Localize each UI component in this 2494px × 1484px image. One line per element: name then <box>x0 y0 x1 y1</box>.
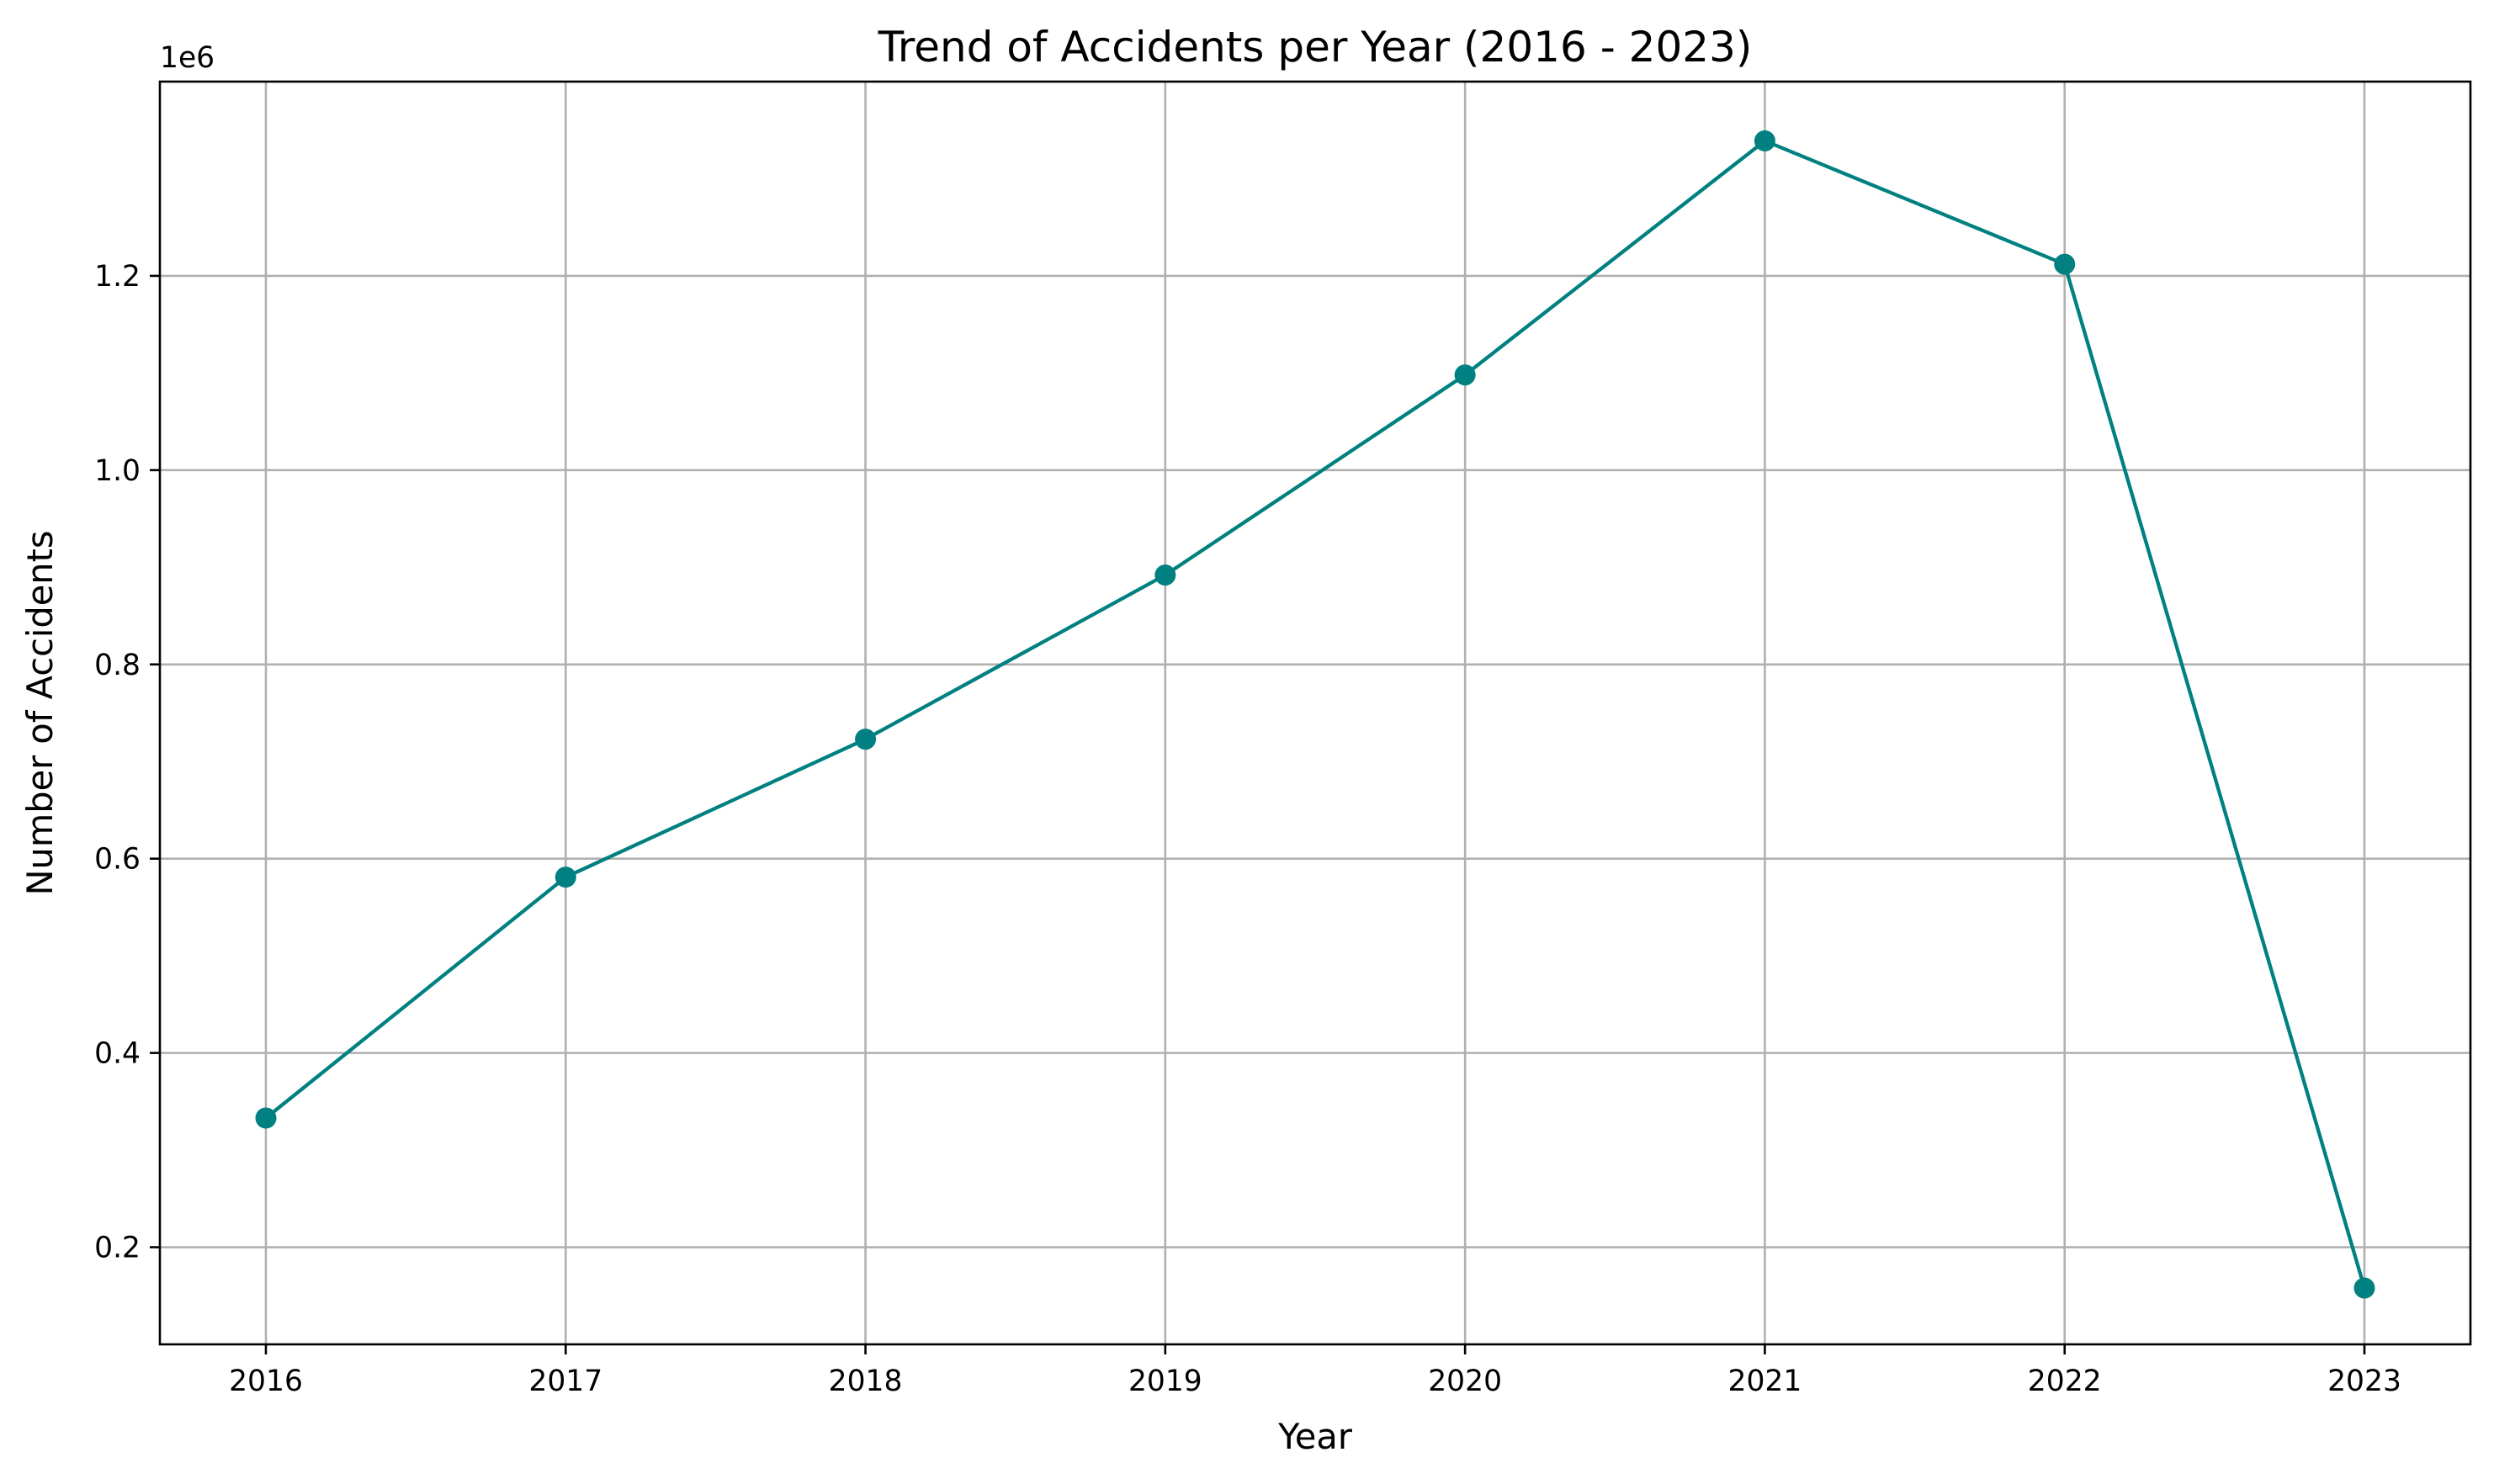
x-axis-label: Year <box>1277 1416 1353 1457</box>
y-gridlines <box>160 274 2470 1248</box>
chart-title: Trend of Accidents per Year (2016 - 2023… <box>878 23 1753 72</box>
series-line <box>263 139 2367 1291</box>
data-point <box>255 1107 277 1129</box>
y-tick-label: 0.8 <box>94 649 141 682</box>
data-point <box>1154 564 1176 586</box>
y-tick-label: 1.0 <box>94 454 141 488</box>
x-tick-label: 2019 <box>1128 1365 1202 1398</box>
y-offset-label: 1e6 <box>160 41 215 75</box>
x-tick-label: 2018 <box>829 1365 903 1398</box>
x-gridlines <box>264 82 2366 1344</box>
y-tick-label: 0.2 <box>94 1232 141 1265</box>
data-point <box>1754 130 1775 151</box>
plot-frame <box>158 80 2472 1346</box>
y-tick-label: 0.4 <box>94 1037 141 1071</box>
y-axis-ticks: 0.2 0.4 0.6 0.8 1.0 1.2 <box>94 260 160 1265</box>
x-axis-ticks: 2016 2017 2018 2019 2020 2021 2022 2023 <box>229 1344 2401 1398</box>
series-layer <box>255 130 2375 1299</box>
x-tick-label: 2017 <box>528 1365 602 1398</box>
x-tick-label: 2022 <box>2028 1365 2102 1398</box>
data-point <box>855 729 877 750</box>
data-point <box>555 867 576 888</box>
data-point <box>2353 1277 2375 1299</box>
x-tick-label: 2016 <box>229 1365 303 1398</box>
y-tick-label: 0.6 <box>94 843 141 877</box>
x-tick-label: 2021 <box>1728 1365 1802 1398</box>
data-point <box>1454 364 1476 386</box>
x-tick-label: 2023 <box>2327 1365 2401 1398</box>
x-tick-label: 2020 <box>1428 1365 1502 1398</box>
data-point <box>2054 253 2076 275</box>
y-tick-label: 1.2 <box>94 260 141 294</box>
y-axis-label: Number of Accidents <box>19 531 61 896</box>
